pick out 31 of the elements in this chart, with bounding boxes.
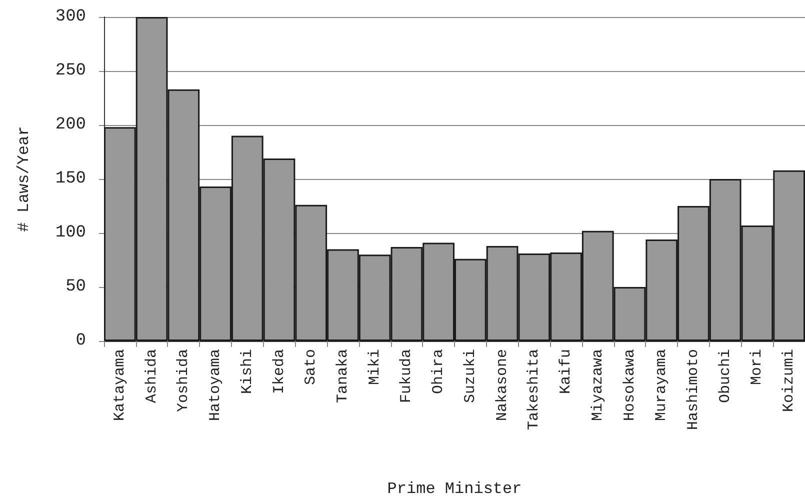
x-tick-label: Ikeda (270, 349, 288, 394)
y-tick-label: 250 (55, 62, 86, 80)
x-tick-label: Suzuki (462, 349, 479, 404)
x-tick-label: Fukuda (398, 349, 416, 404)
x-tick-label: Tanaka (334, 349, 352, 404)
y-tick-label: 100 (55, 224, 86, 242)
y-tick-label: 300 (55, 8, 86, 26)
x-tick-label: Miki (366, 349, 384, 386)
x-tick-label: Hashimoto (684, 349, 702, 430)
y-tick-label: 50 (66, 278, 86, 296)
x-tick-label: Yoshida (175, 349, 192, 412)
x-tick-label: Kaifu (558, 349, 575, 394)
x-tick-label: Miyazawa (589, 349, 606, 422)
y-axis-title: # Laws/Year (15, 126, 33, 232)
x-tick-label: Ashida (143, 349, 160, 404)
y-tick-label: 0 (76, 332, 86, 350)
x-tick-label: Obuchi (716, 349, 734, 404)
x-tick-label: Takeshita (526, 349, 543, 430)
x-tick-label: Hosokawa (621, 349, 638, 422)
x-tick-label: Kishi (238, 349, 256, 394)
y-tick-label: 150 (55, 170, 86, 188)
x-tick-label: Murayama (653, 349, 670, 422)
x-tick-label: Katayama (111, 349, 128, 422)
x-axis-title: Prime Minister (387, 480, 522, 498)
x-tick-label: Hatoyama (207, 349, 224, 422)
y-tick-label: 200 (55, 116, 86, 134)
x-tick-label: Koizumi (780, 349, 798, 412)
x-tick-label: Mori (748, 349, 766, 386)
x-tick-label: Sato (302, 349, 320, 386)
x-tick-label: Nakasone (494, 349, 511, 422)
x-tick-label: Ohira (430, 349, 448, 394)
